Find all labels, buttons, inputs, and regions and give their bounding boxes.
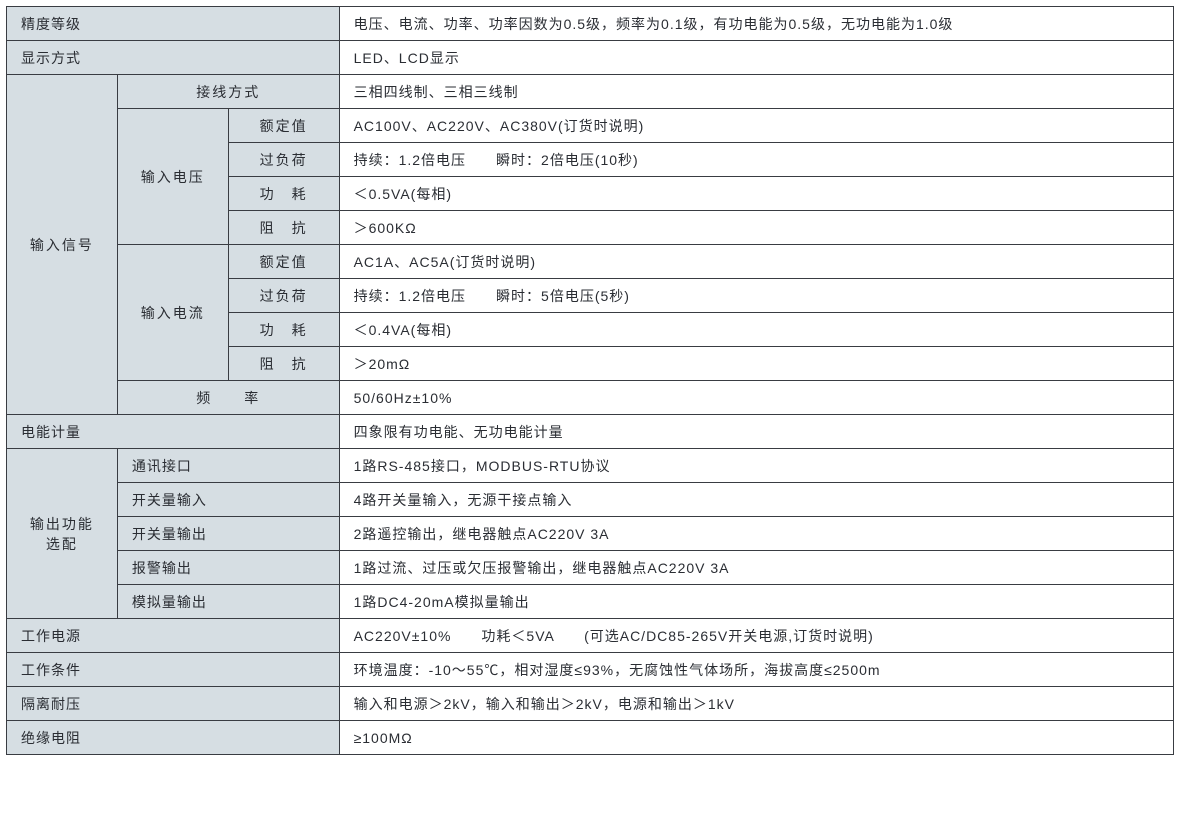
table-row: 显示方式 LED、LCD显示: [7, 41, 1174, 75]
row-value-cond: 环境温度：-10～55℃，相对湿度≤93%，无腐蚀性气体场所，海拔高度≤2500…: [339, 653, 1173, 687]
table-row: 输入信号 接线方式 三相四线制、三相三线制: [7, 75, 1174, 109]
row-label-voltage-rated: 额定值: [228, 109, 339, 143]
table-row: 工作条件 环境温度：-10～55℃，相对湿度≤93%，无腐蚀性气体场所，海拔高度…: [7, 653, 1174, 687]
group-label-input-signal: 输入信号: [7, 75, 118, 415]
row-label-freq: 频 率: [117, 381, 339, 415]
row-value-do: 2路遥控输出，继电器触点AC220V 3A: [339, 517, 1173, 551]
row-label-hipot: 隔离耐压: [7, 687, 340, 721]
table-row: 隔离耐压 输入和电源＞2kV，输入和输出＞2kV，电源和输出＞1kV: [7, 687, 1174, 721]
row-value-energy: 四象限有功电能、无功电能计量: [339, 415, 1173, 449]
row-label-comm: 通讯接口: [117, 449, 339, 483]
table-row: 电能计量 四象限有功电能、无功电能计量: [7, 415, 1174, 449]
row-label-do: 开关量输出: [117, 517, 339, 551]
row-value-display: LED、LCD显示: [339, 41, 1173, 75]
table-row: 开关量输出 2路遥控输出，继电器触点AC220V 3A: [7, 517, 1174, 551]
row-label-current-overload: 过负荷: [228, 279, 339, 313]
row-label-voltage-overload: 过负荷: [228, 143, 339, 177]
row-value-voltage-overload: 持续：1.2倍电压 瞬时：2倍电压(10秒): [339, 143, 1173, 177]
row-label-analog: 模拟量输出: [117, 585, 339, 619]
row-value-analog: 1路DC4-20mA模拟量输出: [339, 585, 1173, 619]
row-label-insul: 绝缘电阻: [7, 721, 340, 755]
row-label-power: 工作电源: [7, 619, 340, 653]
spec-table: 精度等级 电压、电流、功率、功率因数为0.5级，频率为0.1级，有功电能为0.5…: [6, 6, 1174, 755]
table-row: 输出功能选配 通讯接口 1路RS-485接口，MODBUS-RTU协议: [7, 449, 1174, 483]
row-value-power: AC220V±10% 功耗＜5VA (可选AC/DC85-265V开关电源,订货…: [339, 619, 1173, 653]
row-value-voltage-rated: AC100V、AC220V、AC380V(订货时说明): [339, 109, 1173, 143]
row-label-voltage-power: 功 耗: [228, 177, 339, 211]
table-row: 报警输出 1路过流、过压或欠压报警输出，继电器触点AC220V 3A: [7, 551, 1174, 585]
table-row: 开关量输入 4路开关量输入，无源干接点输入: [7, 483, 1174, 517]
row-value-comm: 1路RS-485接口，MODBUS-RTU协议: [339, 449, 1173, 483]
row-value-accuracy: 电压、电流、功率、功率因数为0.5级，频率为0.1级，有功电能为0.5级，无功电…: [339, 7, 1173, 41]
row-label-current-imped: 阻 抗: [228, 347, 339, 381]
table-row: 精度等级 电压、电流、功率、功率因数为0.5级，频率为0.1级，有功电能为0.5…: [7, 7, 1174, 41]
row-value-hipot: 输入和电源＞2kV，输入和输出＞2kV，电源和输出＞1kV: [339, 687, 1173, 721]
table-row: 输入电流 额定值 AC1A、AC5A(订货时说明): [7, 245, 1174, 279]
table-row: 工作电源 AC220V±10% 功耗＜5VA (可选AC/DC85-265V开关…: [7, 619, 1174, 653]
row-value-alarm: 1路过流、过压或欠压报警输出，继电器触点AC220V 3A: [339, 551, 1173, 585]
group-label-current: 输入电流: [117, 245, 228, 381]
row-label-alarm: 报警输出: [117, 551, 339, 585]
row-value-insul: ≥100MΩ: [339, 721, 1173, 755]
row-value-wiring: 三相四线制、三相三线制: [339, 75, 1173, 109]
row-label-cond: 工作条件: [7, 653, 340, 687]
row-label-voltage-imped: 阻 抗: [228, 211, 339, 245]
row-value-current-rated: AC1A、AC5A(订货时说明): [339, 245, 1173, 279]
row-label-accuracy: 精度等级: [7, 7, 340, 41]
row-label-energy: 电能计量: [7, 415, 340, 449]
row-label-current-rated: 额定值: [228, 245, 339, 279]
row-value-current-overload: 持续：1.2倍电压 瞬时：5倍电压(5秒): [339, 279, 1173, 313]
table-row: 输入电压 额定值 AC100V、AC220V、AC380V(订货时说明): [7, 109, 1174, 143]
row-label-wiring: 接线方式: [117, 75, 339, 109]
group-label-voltage: 输入电压: [117, 109, 228, 245]
row-value-current-imped: ＞20mΩ: [339, 347, 1173, 381]
row-label-current-power: 功 耗: [228, 313, 339, 347]
row-value-current-power: ＜0.4VA(每相): [339, 313, 1173, 347]
row-value-voltage-imped: ＞600KΩ: [339, 211, 1173, 245]
row-value-voltage-power: ＜0.5VA(每相): [339, 177, 1173, 211]
row-label-di: 开关量输入: [117, 483, 339, 517]
table-row: 绝缘电阻 ≥100MΩ: [7, 721, 1174, 755]
row-value-freq: 50/60Hz±10%: [339, 381, 1173, 415]
row-value-di: 4路开关量输入，无源干接点输入: [339, 483, 1173, 517]
row-label-display: 显示方式: [7, 41, 340, 75]
group-label-output: 输出功能选配: [7, 449, 118, 619]
table-row: 模拟量输出 1路DC4-20mA模拟量输出: [7, 585, 1174, 619]
table-row: 频 率 50/60Hz±10%: [7, 381, 1174, 415]
